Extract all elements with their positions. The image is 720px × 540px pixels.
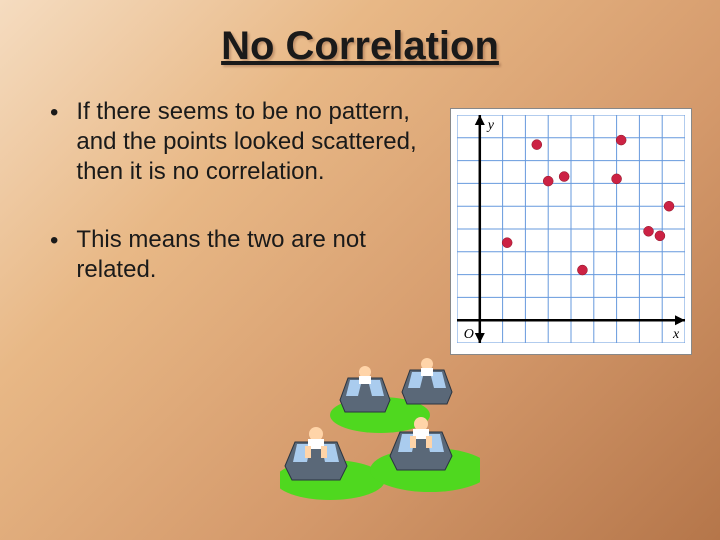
svg-text:y: y: [486, 118, 495, 133]
chart-container: yxO: [450, 108, 692, 355]
page-title: No Correlation: [0, 0, 720, 69]
scatter-chart: yxO: [450, 108, 692, 355]
text-column: • If there seems to be no pattern, and t…: [50, 97, 450, 323]
chart-svg: yxO: [457, 115, 685, 343]
bullet-text: This means the two are not related.: [76, 225, 450, 285]
bullet-dot: •: [50, 97, 58, 129]
bullet-dot: •: [50, 225, 58, 257]
bullet-text: If there seems to be no pattern, and the…: [76, 97, 450, 187]
svg-text:x: x: [672, 327, 680, 342]
bumper-cars-clipart: [280, 340, 480, 500]
bullet-item: • If there seems to be no pattern, and t…: [50, 97, 450, 187]
bullet-item: • This means the two are not related.: [50, 225, 450, 285]
